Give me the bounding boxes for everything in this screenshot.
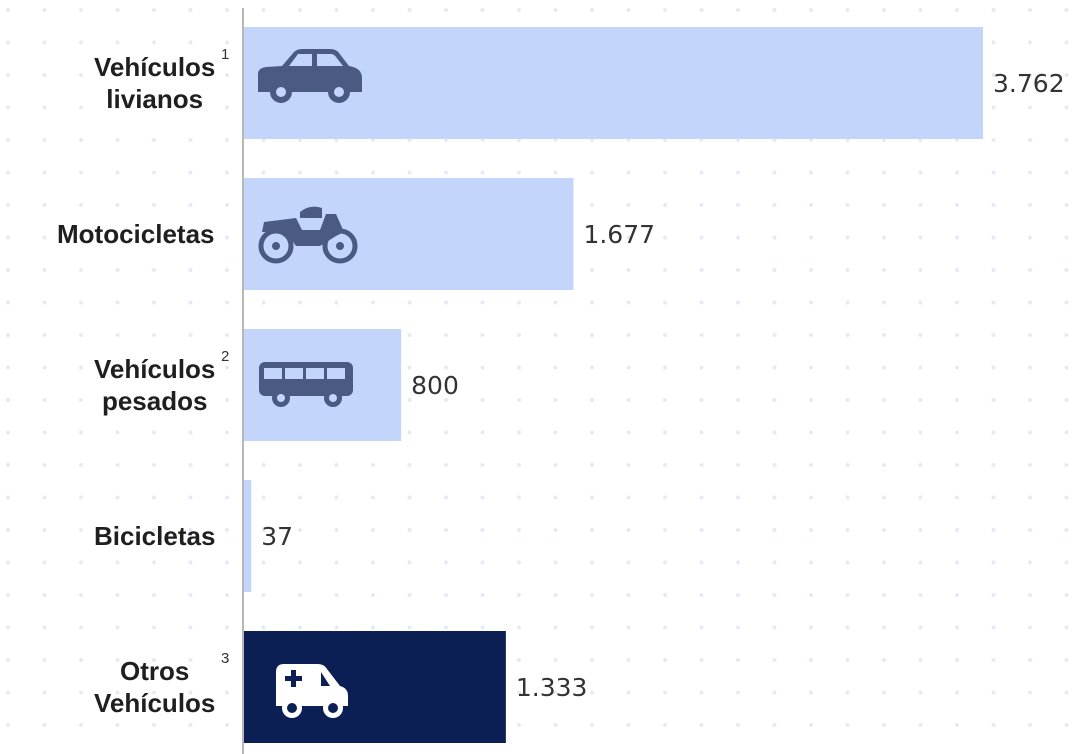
bar [244, 27, 984, 139]
category-note: 3 [221, 650, 230, 667]
category-label: Bicicletas [94, 520, 215, 552]
ambulance-icon [276, 664, 348, 718]
value-label: 3.762 [993, 69, 1065, 98]
category-label: Vehículos livianos 1 [94, 47, 229, 115]
icons [258, 49, 362, 718]
bus-icon [259, 362, 353, 407]
value-label: 37 [261, 522, 293, 551]
value-label: 1.333 [516, 673, 588, 702]
category-label: Otros Vehículos 3 [94, 651, 229, 719]
value-label: 800 [411, 371, 459, 400]
car-icon [258, 49, 362, 103]
category-text: Vehículos livianos [94, 52, 216, 114]
category-text: Motocicletas [57, 219, 215, 249]
category-text: Vehículos pesados [94, 354, 216, 416]
category-note: 1 [221, 46, 230, 63]
category-label: Motocicletas [57, 218, 215, 250]
bar [244, 480, 252, 592]
category-note: 2 [221, 348, 230, 365]
category-text: Otros Vehículos [94, 656, 216, 718]
value-label: 1.677 [583, 220, 655, 249]
category-label: Vehículos pesados 2 [94, 349, 229, 417]
category-text: Bicicletas [94, 521, 216, 551]
motorcycle-icon [258, 206, 358, 264]
